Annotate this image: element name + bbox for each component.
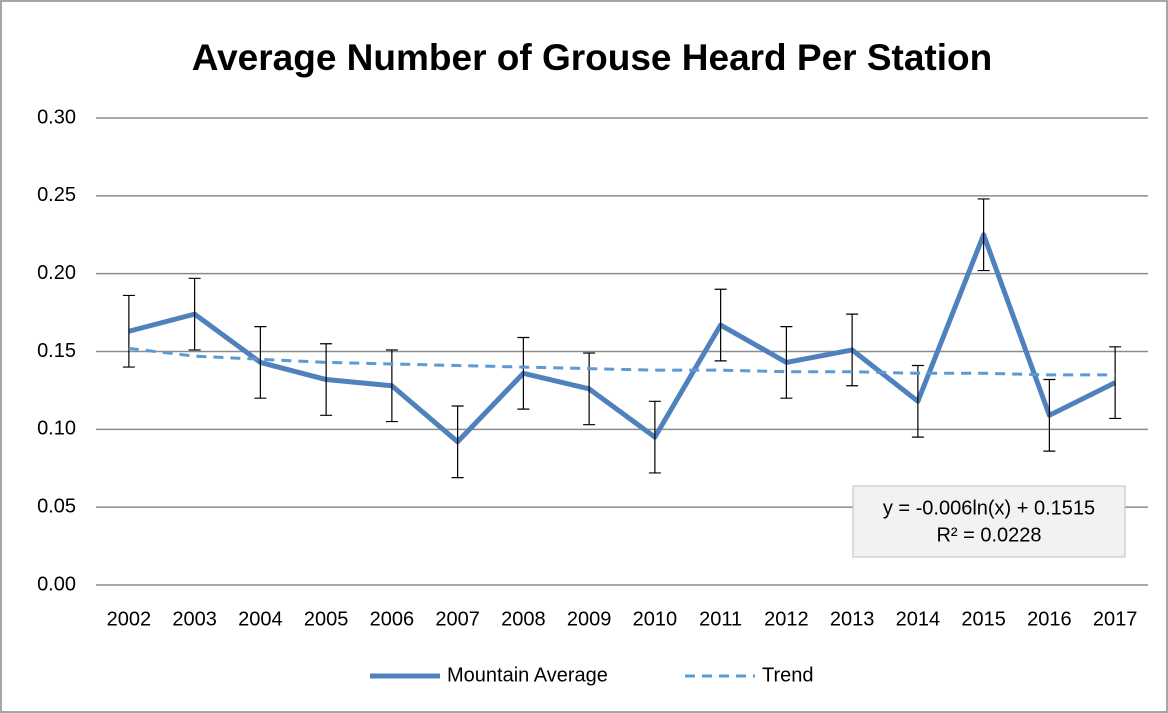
error-bar [911,364,924,438]
trend-line [128,346,1116,377]
error-bar [517,336,530,410]
legend-label: Mountain Average [447,664,608,686]
x-tick-label: 2012 [764,608,809,630]
x-tick-label: 2005 [304,608,349,630]
chart-title: Average Number of Grouse Heard Per Stati… [192,37,993,78]
annotation: R² = 0.0228 [936,524,1041,546]
y-tick-label: 0.20 [37,262,76,284]
y-tick-label: 0.00 [37,573,76,595]
x-tick-label: 2013 [830,608,875,630]
legend-label: Trend [762,664,814,686]
x-tick-label: 2015 [961,608,1006,630]
error-bar [780,325,793,399]
error-bar [122,294,135,368]
error-bar [583,352,596,426]
x-tick-label: 2011 [699,608,742,630]
y-tick-label: 0.30 [37,106,76,128]
x-tick-label: 2004 [238,608,283,630]
x-tick-label: 2016 [1027,608,1072,630]
x-tick-label: 2010 [633,608,678,630]
y-tick-label: 0.10 [37,418,76,440]
error-bar [254,325,267,399]
error-bar [714,288,727,362]
x-tick-label: 2009 [567,608,612,630]
y-tick-label: 0.25 [37,184,76,206]
x-tick-label: 2006 [370,608,415,630]
annotation: y = -0.006ln(x) + 0.1515 [883,497,1095,519]
error-bar [188,277,201,351]
x-tick-label: 2008 [501,608,546,630]
y-tick-label: 0.15 [37,340,76,362]
x-tick-label: 2007 [435,608,480,630]
error-bar [1109,346,1122,420]
error-bar [648,400,661,474]
x-tick-label: 2002 [107,608,152,630]
x-tick-label: 2003 [172,608,217,630]
data-line [128,232,1117,445]
error-bar [385,349,398,423]
annotation-box [852,485,1126,558]
error-bar [320,343,333,416]
y-tick-label: 0.05 [37,495,76,517]
error-bar [451,405,464,479]
x-tick-label: 2014 [896,608,941,630]
error-bar [977,198,990,272]
error-bar [846,313,859,387]
error-bar [1043,378,1056,452]
x-tick-label: 2017 [1093,608,1138,630]
